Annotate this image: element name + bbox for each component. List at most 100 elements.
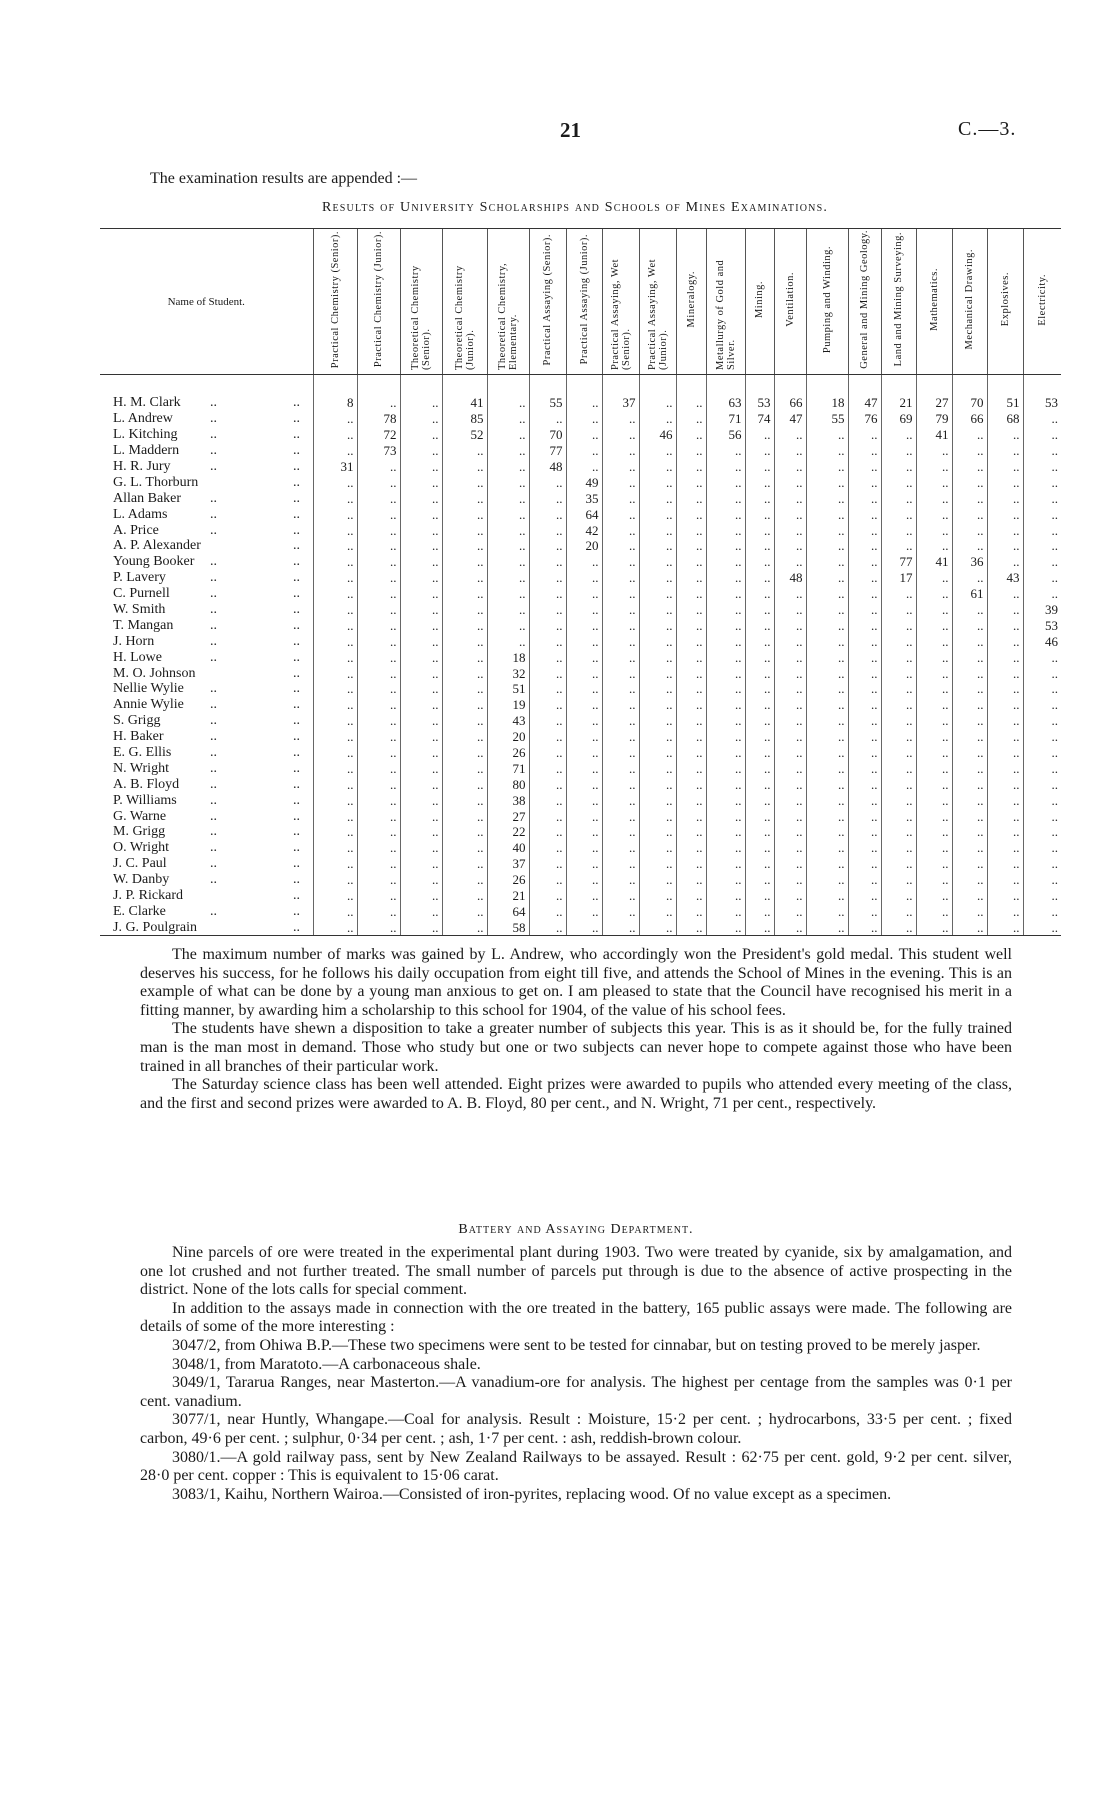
mark-cell: .. [705, 506, 745, 523]
leader-dots: .. [210, 729, 217, 745]
mark-cell: .. [638, 776, 676, 793]
student-name-cell: E. G. Ellis.... [100, 745, 313, 761]
mark-cell: .. [847, 522, 881, 539]
mark-cell: .. [805, 681, 848, 697]
student-name-cell: W. Smith.... [100, 602, 313, 618]
mark-cell: .. [441, 665, 487, 682]
mark-cell: .. [601, 776, 639, 793]
mark-cell: .. [638, 760, 676, 777]
student-name: Allan Baker [113, 490, 182, 506]
leader-dots: .. [293, 903, 300, 919]
leader-dots: .. [210, 522, 217, 538]
mark-cell: .. [356, 522, 400, 539]
student-name: Young Booker [113, 554, 195, 570]
mark-cell: .. [601, 458, 639, 475]
mark-cell: .. [744, 569, 774, 586]
table-row: T. Mangan...............................… [100, 617, 1061, 634]
mark-cell: .. [773, 665, 806, 682]
leader-dots: .. [293, 443, 300, 459]
mark-cell: .. [312, 490, 357, 507]
mark-cell: 26 [486, 744, 529, 761]
mark-cell: .. [773, 506, 806, 523]
paragraph: 3048/1, from Maratoto.—A carbonaceous sh… [172, 1355, 481, 1373]
leader-dots: .. [293, 856, 300, 872]
mark-cell: 31 [312, 458, 357, 475]
mark-cell: 41 [441, 374, 487, 411]
mark-cell: .. [486, 490, 529, 507]
mark-cell: .. [565, 553, 602, 570]
mark-cell: .. [805, 538, 848, 554]
mark-cell: .. [441, 696, 487, 713]
mark-cell: .. [1022, 919, 1061, 937]
mark-cell: .. [986, 538, 1023, 554]
mark-cell: .. [312, 712, 357, 729]
mark-cell: .. [805, 522, 848, 539]
student-name: H. Baker [113, 729, 164, 745]
mark-cell: .. [744, 426, 774, 443]
mark-cell: .. [744, 919, 774, 937]
mark-cell: .. [951, 569, 987, 586]
mark-cell: .. [773, 585, 806, 602]
mark-cell: .. [986, 506, 1023, 523]
mark-cell: .. [951, 744, 987, 761]
mark-cell: .. [744, 744, 774, 761]
mark-cell: .. [1022, 712, 1061, 729]
mark-cell: 64 [486, 903, 529, 920]
mark-cell: .. [773, 855, 806, 872]
mark-cell: 27 [915, 374, 952, 411]
results-commentary: The maximum number of marks was gained b… [140, 946, 1012, 1113]
mark-cell: .. [441, 474, 487, 491]
mark-cell: .. [915, 696, 952, 713]
mark-cell: .. [638, 871, 676, 888]
mark-cell: .. [951, 855, 987, 872]
subject-column-header: Practical Assaying, Wet (Junior). [638, 228, 676, 375]
mark-cell: .. [356, 808, 400, 825]
mark-cell: 66 [773, 374, 806, 411]
mark-cell: .. [399, 855, 442, 872]
table-row: A. Price................ 42..............… [100, 522, 1061, 539]
leader-dots: .. [293, 888, 300, 904]
mark-cell: .. [528, 744, 566, 761]
mark-cell: 70 [528, 426, 566, 443]
mark-cell: .. [805, 506, 848, 523]
mark-cell: 17 [880, 569, 916, 586]
mark-cell: .. [880, 744, 916, 761]
mark-cell: .. [986, 601, 1023, 618]
leader-dots: .. [210, 554, 217, 570]
subject-column-header: Practical Chemistry (Junior). [356, 228, 400, 375]
mark-cell: .. [565, 569, 602, 586]
mark-cell: .. [1022, 585, 1061, 602]
mark-cell: .. [399, 474, 442, 491]
mark-cell: 39 [1022, 601, 1061, 618]
leader-dots: .. [210, 459, 217, 474]
mark-cell: .. [773, 728, 806, 745]
mark-cell: .. [638, 617, 676, 634]
mark-cell: .. [805, 744, 848, 761]
mark-cell: .. [675, 538, 706, 554]
mark-cell: 37 [486, 855, 529, 872]
table-row: Allan Baker................ 35...........… [100, 490, 1061, 507]
mark-cell: .. [880, 871, 916, 888]
mark-cell: .. [441, 792, 487, 809]
mark-cell: 77 [528, 442, 566, 459]
mark-cell: .. [847, 474, 881, 491]
mark-cell: .. [399, 506, 442, 523]
mark-cell: .. [486, 426, 529, 443]
mark-cell: .. [986, 490, 1023, 507]
mark-cell: .. [880, 903, 916, 920]
subject-column-header: Theoretical Chemistry (Junior). [441, 228, 487, 375]
mark-cell: .. [705, 919, 745, 937]
mark-cell: .. [847, 458, 881, 475]
mark-cell: 26 [486, 871, 529, 888]
subject-column-header: Mineralogy. [675, 228, 706, 375]
mark-cell: .. [565, 887, 602, 904]
mark-cell: 58 [486, 919, 529, 937]
mark-cell: .. [880, 919, 916, 937]
mark-cell: .. [705, 871, 745, 888]
mark-cell: .. [1022, 538, 1061, 554]
mark-cell: .. [705, 712, 745, 729]
mark-cell: 42 [565, 522, 602, 539]
student-name: M. Grigg [113, 824, 166, 840]
mark-cell: .. [951, 696, 987, 713]
student-name: W. Smith [113, 602, 166, 618]
